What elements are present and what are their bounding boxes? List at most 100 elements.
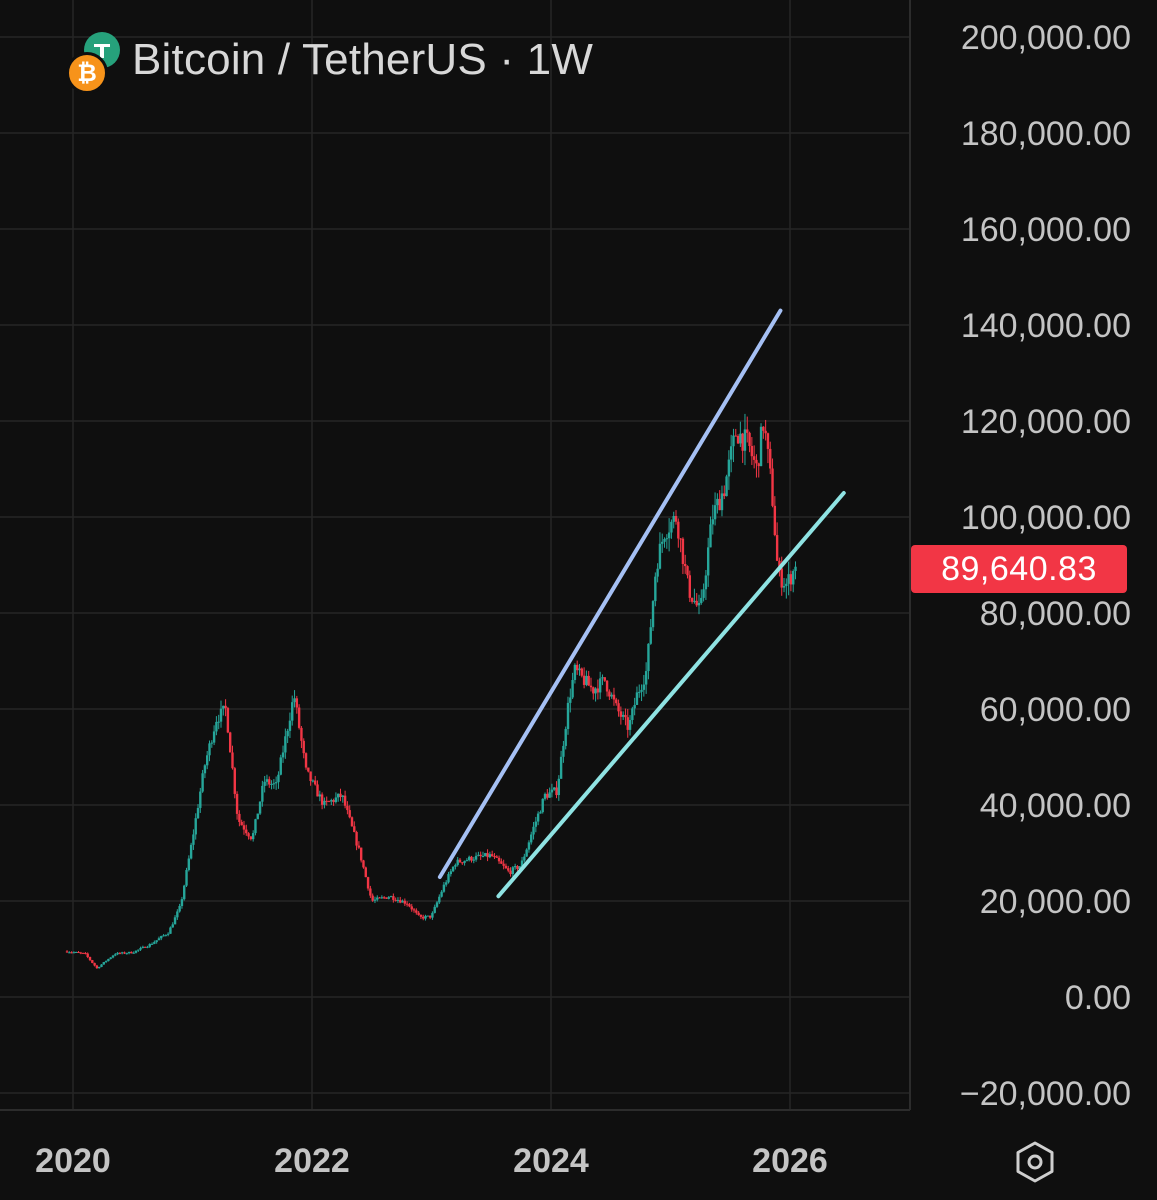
candle-body <box>251 833 255 840</box>
candle-body <box>486 853 489 858</box>
candle-body <box>631 708 634 721</box>
candle-body <box>766 433 770 449</box>
candle-body <box>594 688 597 694</box>
candle-body <box>734 435 737 437</box>
candle-body <box>488 854 492 858</box>
candle-body <box>644 671 648 685</box>
candle-body <box>716 498 719 506</box>
candle-body <box>183 885 186 900</box>
candle-body <box>438 896 441 903</box>
candle-body <box>465 860 469 862</box>
candle-body <box>412 909 416 911</box>
candle-body <box>461 862 464 864</box>
candle-body <box>709 524 712 548</box>
candle-body <box>373 899 377 901</box>
candle-body <box>635 692 639 705</box>
candle-body <box>408 904 411 907</box>
candle-body <box>405 903 409 905</box>
candle-body <box>357 845 361 848</box>
symbol-header[interactable]: ₿ Bitcoin / TetherUS · 1W <box>64 28 594 94</box>
candle-body <box>780 568 783 588</box>
candle-body <box>341 795 344 797</box>
candle-body <box>100 964 103 967</box>
candle-body <box>474 855 478 860</box>
candle-body <box>610 694 613 697</box>
candle-body <box>91 960 94 963</box>
x-tick-label: 2026 <box>752 1142 828 1180</box>
candle-body <box>725 476 728 497</box>
candle-body <box>718 498 721 511</box>
candle-body <box>633 704 636 709</box>
candle-body <box>592 687 595 694</box>
candle-body <box>111 955 115 958</box>
candle-body <box>564 729 567 746</box>
candle-body <box>137 949 140 951</box>
candle-body <box>651 601 655 628</box>
candle-body <box>77 951 80 953</box>
candle-body <box>690 597 694 602</box>
candle-body <box>605 680 609 692</box>
candle-body <box>470 856 473 861</box>
candle-body <box>284 736 287 753</box>
candle-body <box>79 952 83 954</box>
y-tick-label: 80,000.00 <box>980 595 1131 633</box>
candle-body <box>346 805 349 811</box>
candle-body <box>228 732 232 753</box>
symbol-icons: ₿ <box>64 32 120 94</box>
candle-body <box>507 868 510 871</box>
candle-body <box>403 900 407 904</box>
candle-body <box>723 493 726 497</box>
candle-body <box>426 915 430 917</box>
candle-body <box>389 896 393 898</box>
candle-body <box>366 877 370 889</box>
candle-body <box>424 915 427 919</box>
candle-body <box>339 793 342 797</box>
candle-body <box>566 702 570 730</box>
settings-hexagon-icon[interactable] <box>1013 1140 1057 1184</box>
candle-body <box>297 707 301 728</box>
candle-body <box>164 934 168 936</box>
candle-body <box>752 456 756 460</box>
candle-body <box>615 699 618 704</box>
candle-body <box>309 771 312 782</box>
y-tick-label: 180,000.00 <box>961 115 1131 153</box>
candle-body <box>314 780 317 785</box>
candle-body <box>720 493 724 511</box>
candle-body <box>196 807 200 819</box>
candle-body <box>608 691 611 697</box>
y-tick-label: 120,000.00 <box>961 403 1131 441</box>
candle-body <box>601 677 604 679</box>
candle-body <box>169 927 172 934</box>
candle-body <box>279 757 282 775</box>
candle-body <box>291 702 294 721</box>
candle-body <box>107 958 110 962</box>
candle-body <box>727 459 731 477</box>
candle-body <box>95 965 99 969</box>
candle-body <box>104 961 108 963</box>
symbol-title: Bitcoin / TetherUS · 1W <box>132 35 594 84</box>
x-tick-label: 2020 <box>35 1142 111 1180</box>
candle-body <box>88 956 92 961</box>
candle-body <box>84 952 87 954</box>
candle-body <box>65 951 69 953</box>
candle-body <box>792 571 795 585</box>
candle-body <box>364 867 367 878</box>
candle-body <box>242 825 246 830</box>
candle-body <box>504 865 508 869</box>
candle-body <box>392 896 395 900</box>
candle-body <box>447 874 450 883</box>
candle-body <box>467 856 471 861</box>
candle-body <box>68 952 71 954</box>
candle-body <box>762 426 765 431</box>
candle-body <box>146 946 149 948</box>
candle-body <box>415 910 418 913</box>
candle-body <box>794 566 797 572</box>
candle-body <box>311 780 315 782</box>
candle-body <box>511 867 515 875</box>
candle-body <box>141 946 145 948</box>
candle-body <box>316 784 319 797</box>
candle-body <box>523 856 526 861</box>
candle-body <box>371 895 374 901</box>
candle-body <box>656 568 659 577</box>
